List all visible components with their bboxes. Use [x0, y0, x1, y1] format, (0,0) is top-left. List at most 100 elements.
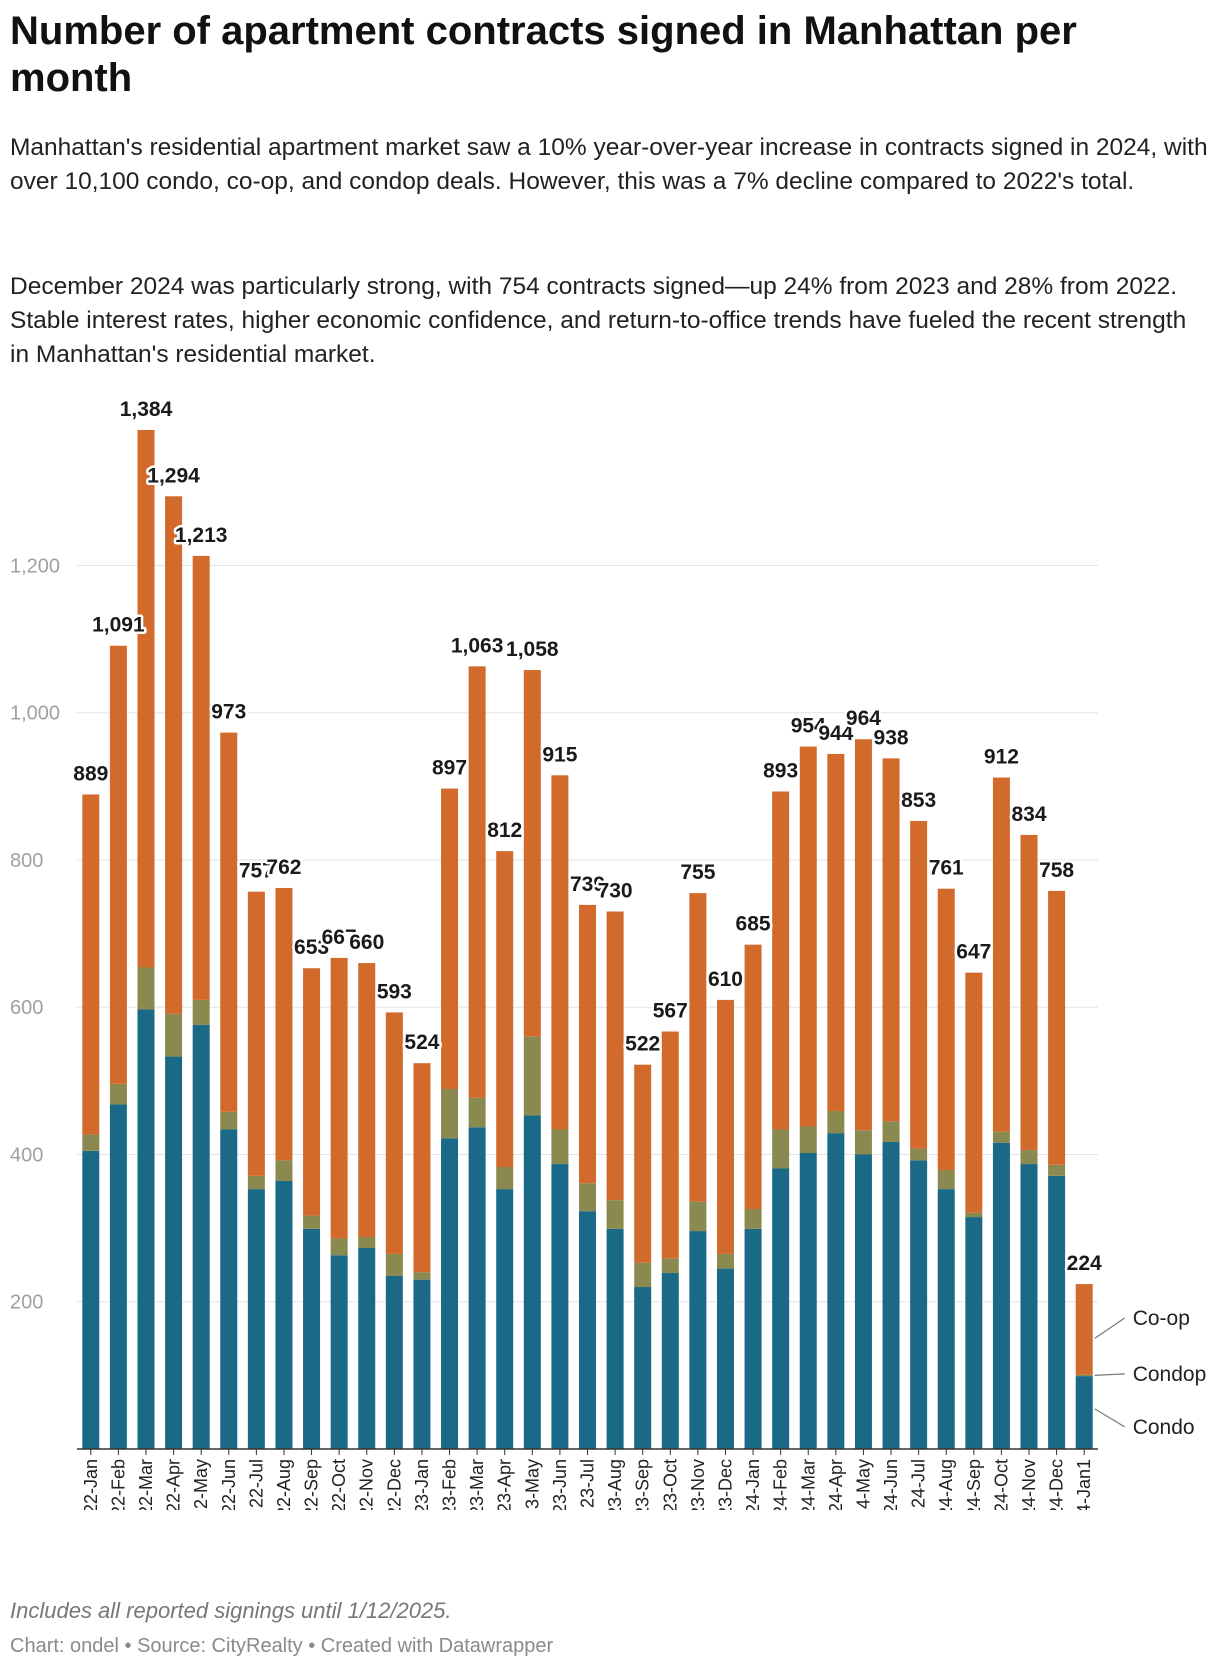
x-tick-label: 22-Nov	[357, 1459, 377, 1510]
condo-segment	[468, 1127, 486, 1449]
condop-segment	[413, 1272, 431, 1280]
condop-segment	[661, 1258, 679, 1274]
coop-segment	[330, 957, 348, 1239]
stacked-bar-chart: 200 400 600 800 1,000 1,200 22-Jan 22-Feb 22-Ma…	[10, 396, 1206, 1511]
condop-segment	[1020, 1150, 1038, 1165]
y-tick-label: 1,200	[10, 555, 60, 577]
condop-segment	[579, 1183, 596, 1212]
x-tick-label: 22-Aug	[274, 1459, 294, 1510]
x-tick-label: 23-Jun	[550, 1459, 570, 1510]
coop-segment	[82, 794, 100, 1135]
coop-segment	[385, 1012, 403, 1254]
coop-segment	[109, 645, 127, 1084]
x-tick-label: 23-Jan	[412, 1459, 432, 1510]
coop-segment	[523, 670, 541, 1037]
condo-segment	[82, 1150, 100, 1449]
total-value-label: 758	[1039, 859, 1074, 882]
condo-segment	[606, 1228, 624, 1449]
total-value-label: 938	[874, 726, 909, 749]
x-tick-label: 24-Aug	[936, 1459, 956, 1510]
y-tick-label: 800	[10, 850, 43, 872]
condo-segment	[1020, 1164, 1038, 1449]
coop-segment	[165, 496, 183, 1014]
legend: Condo Condop Co-op	[1094, 1307, 1206, 1439]
x-tick-label: 24-May	[853, 1459, 873, 1510]
total-value-label: 973	[211, 701, 246, 724]
x-tick-label: 24-Nov	[1019, 1459, 1039, 1510]
x-tick-label: 23-Mar	[467, 1459, 487, 1510]
coop-segment	[744, 944, 762, 1209]
condo-segment	[385, 1275, 403, 1449]
x-tick-label: 24-Jan	[743, 1459, 763, 1510]
condop-segment	[220, 1111, 238, 1130]
condop-segment	[82, 1134, 100, 1151]
total-value-label: 761	[929, 857, 964, 880]
condop-segment	[910, 1148, 928, 1161]
coop-segment	[992, 777, 1010, 1132]
total-value-label: 593	[377, 980, 412, 1003]
coop-segment	[275, 887, 293, 1161]
x-tick-label: 23-Feb	[440, 1459, 460, 1510]
x-tick-label: 22-Jul	[246, 1459, 266, 1508]
coop-segment	[827, 753, 845, 1112]
condop-segment	[303, 1215, 321, 1229]
x-tick-label: 24-Apr	[826, 1459, 846, 1510]
condop-segment	[496, 1167, 514, 1190]
x-tick-label: 22-May	[191, 1459, 211, 1510]
condo-segment	[661, 1273, 679, 1449]
total-value-label: 762	[266, 856, 301, 879]
coop-segment	[303, 968, 321, 1216]
x-axis-ticks: 22-Jan 22-Feb 22-Mar 22-Apr 22-May 22-Jun 22-J…	[81, 1449, 1094, 1510]
coop-segment	[910, 820, 928, 1149]
condo-segment	[799, 1153, 817, 1449]
total-value-label: 653	[294, 936, 329, 959]
condop-segment	[551, 1129, 569, 1165]
total-value-label: 224	[1067, 1252, 1102, 1275]
x-tick-label: 22-Sep	[302, 1459, 322, 1510]
chart-description-1: Manhattan's residential apartment market…	[10, 134, 1208, 195]
y-axis-ticks: 200 400 600 800 1,000 1,200	[10, 555, 60, 1313]
condo-segment	[827, 1133, 845, 1449]
condo-segment	[689, 1231, 707, 1449]
condo-segment	[882, 1141, 900, 1449]
total-value-label: 897	[432, 757, 467, 780]
coop-segment	[772, 791, 790, 1130]
total-value-label: 944	[818, 722, 853, 745]
x-tick-label: 23-Dec	[715, 1459, 735, 1510]
legend-coop: Co-op	[1133, 1307, 1190, 1330]
condop-segment	[634, 1262, 652, 1288]
x-tick-label: 24-Mar	[798, 1459, 818, 1510]
condop-segment	[523, 1036, 541, 1116]
condo-segment	[192, 1024, 210, 1449]
chart-title: Number of apartment contracts signed in …	[10, 9, 1077, 100]
total-value-label: 912	[984, 746, 1019, 769]
x-tick-label: 23-May	[522, 1459, 542, 1510]
x-tick-label: 24-Jan1	[1074, 1459, 1094, 1510]
condop-segment	[882, 1121, 900, 1142]
condo-segment	[496, 1189, 514, 1449]
coop-segment	[634, 1064, 652, 1263]
condop-segment	[247, 1175, 265, 1190]
bar-series	[82, 430, 1093, 1449]
total-value-label: 757	[239, 860, 274, 883]
coop-segment	[1075, 1284, 1093, 1375]
legend-leader-line	[1094, 1317, 1126, 1339]
coop-segment	[661, 1031, 679, 1259]
condo-segment	[441, 1138, 459, 1449]
coop-segment	[137, 430, 155, 968]
x-tick-label: 23-Oct	[660, 1459, 680, 1510]
total-value-label: 522	[625, 1033, 660, 1056]
condo-segment	[275, 1180, 293, 1449]
condo-segment	[523, 1115, 541, 1449]
condo-segment	[220, 1129, 238, 1449]
coop-segment	[716, 999, 734, 1254]
x-tick-label: 23-Apr	[495, 1459, 515, 1510]
condop-segment	[468, 1097, 486, 1128]
chart-description-2: December 2024 was particularly strong, w…	[10, 273, 1187, 368]
total-value-label: 647	[956, 941, 991, 964]
condo-segment	[634, 1287, 652, 1449]
total-value-label: 889	[73, 762, 108, 785]
total-value-label: 755	[680, 861, 715, 884]
condo-segment	[109, 1104, 127, 1449]
condop-segment	[689, 1201, 707, 1232]
